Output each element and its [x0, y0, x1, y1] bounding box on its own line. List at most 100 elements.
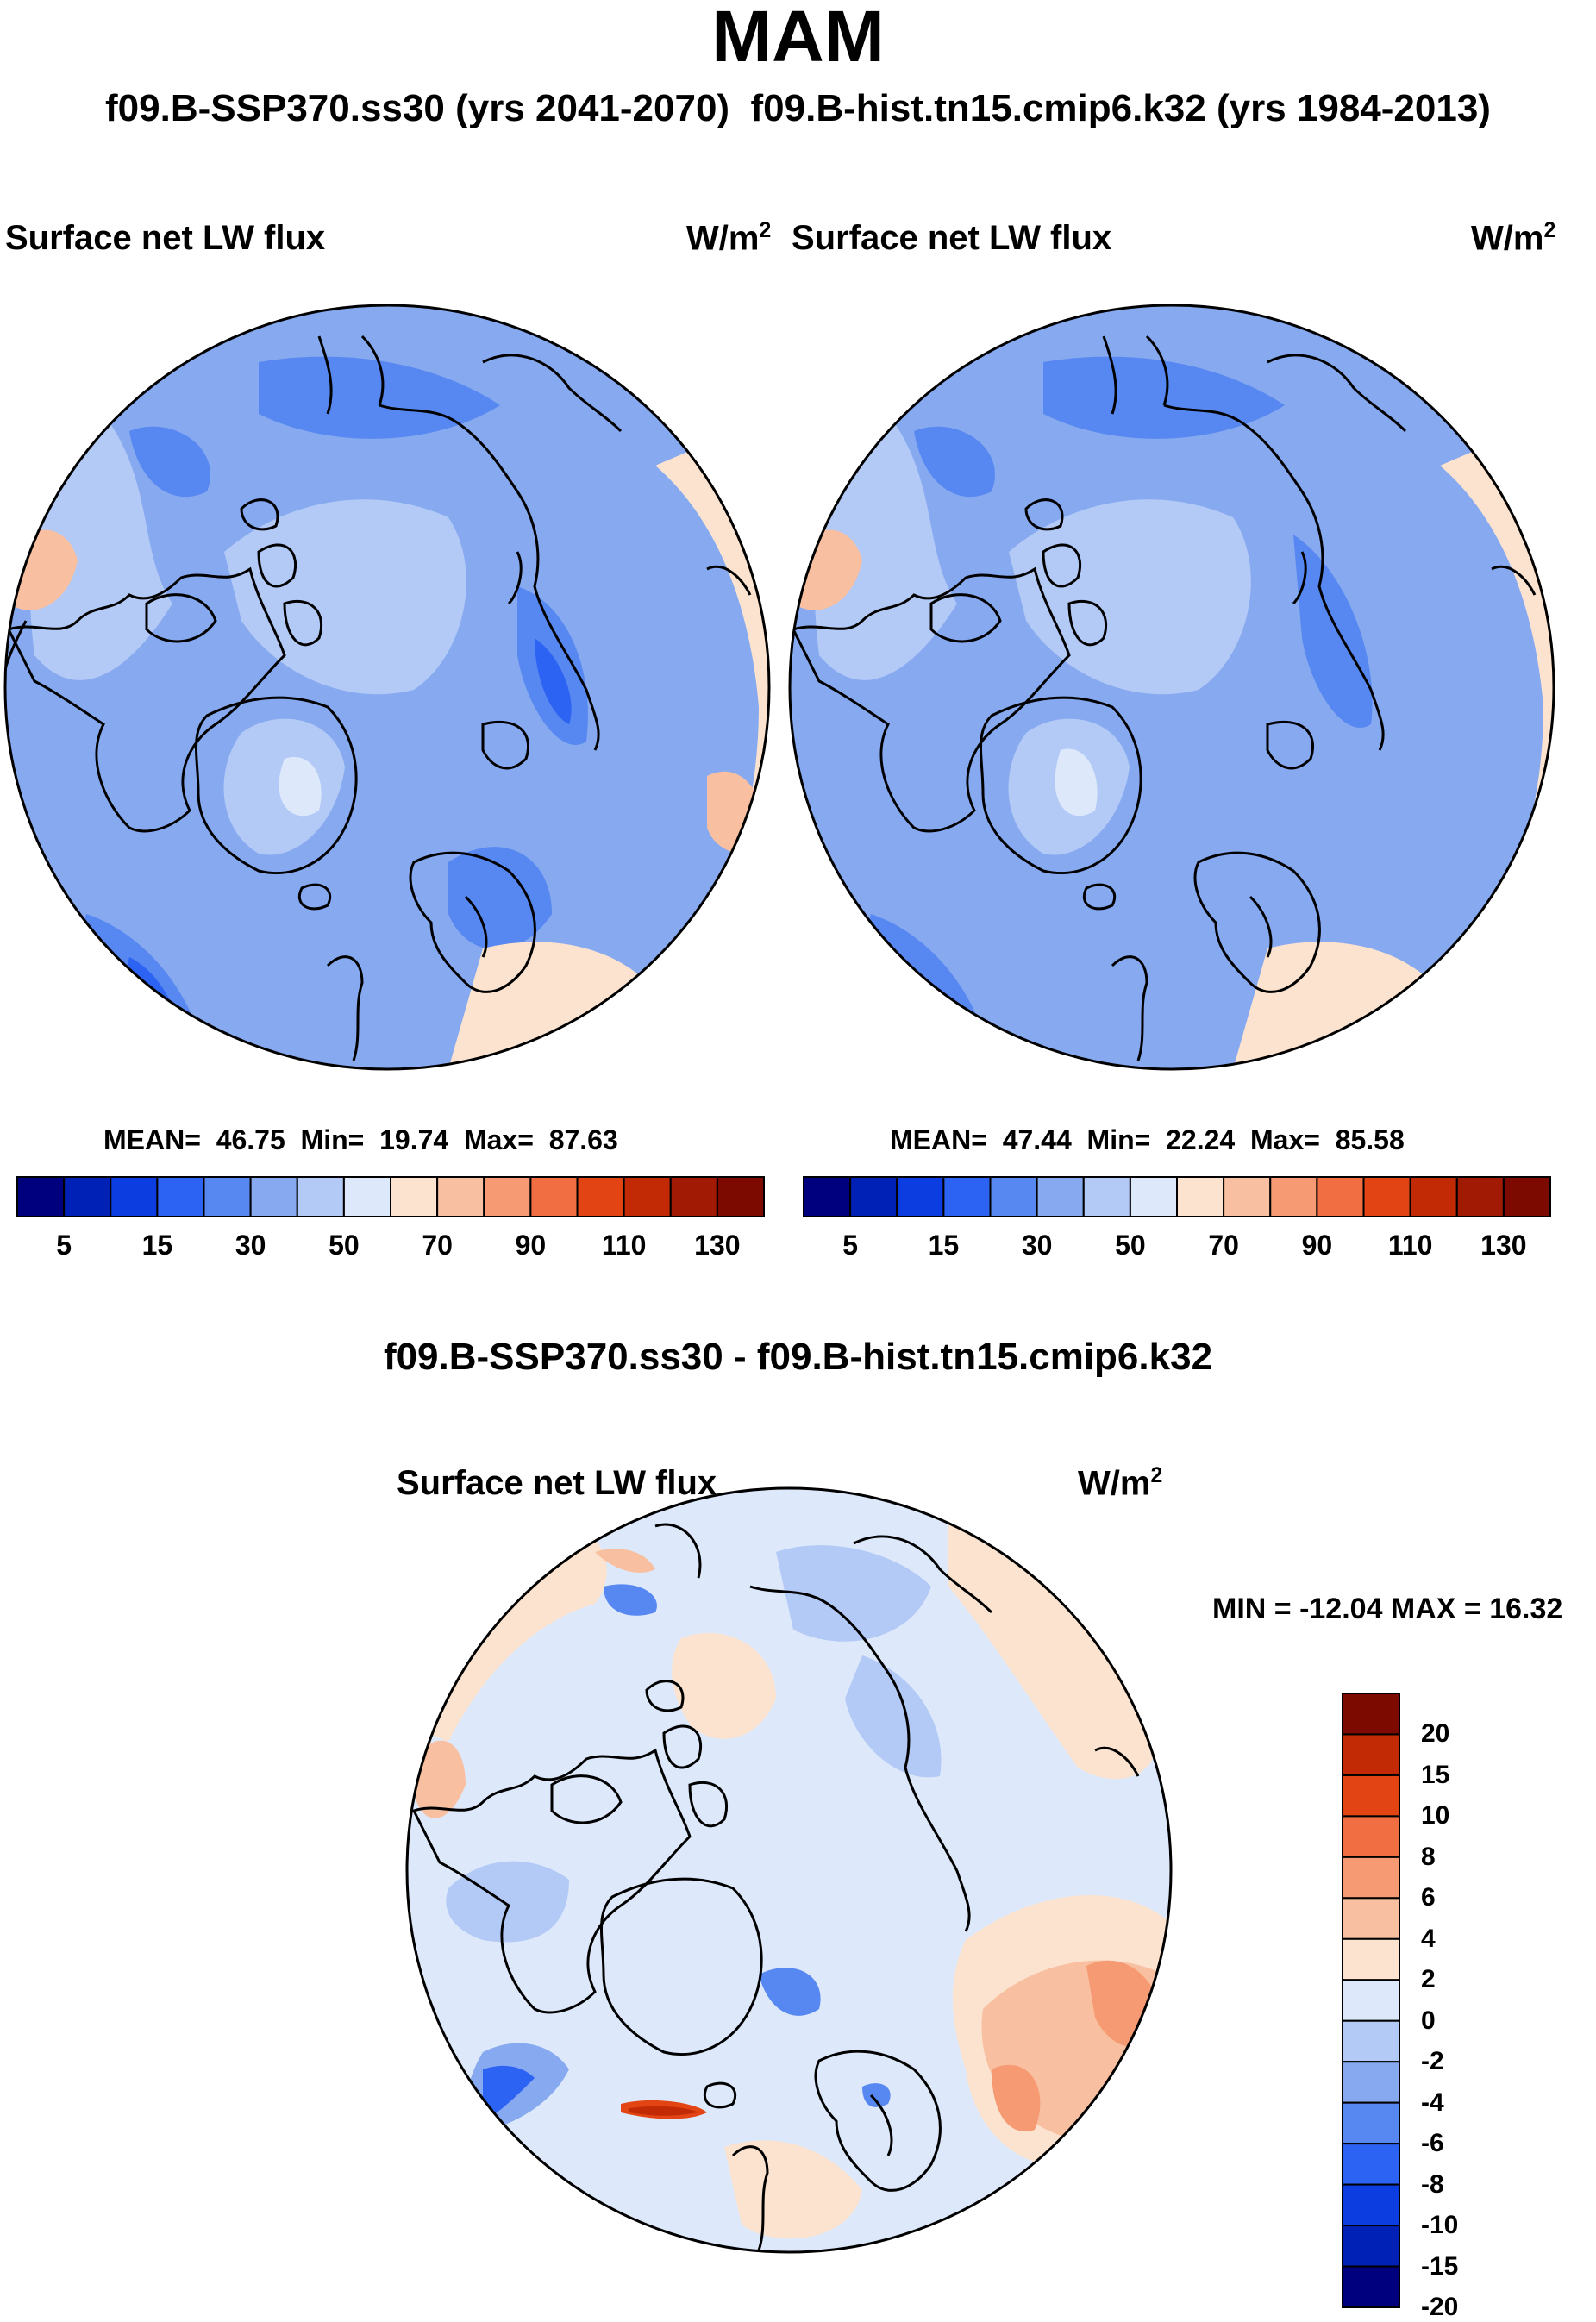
panel1-mean: 46.75: [216, 1124, 285, 1155]
diff-colorbar-swatch: [1342, 1733, 1400, 1776]
panel2-colorbar-swatch: [896, 1176, 945, 1217]
diff-map-border: [405, 1486, 1173, 2254]
diff-units-base: W/m: [1078, 1464, 1151, 1503]
panel2-colorbar-swatch: [1036, 1176, 1085, 1217]
panel1-max-label: Max=: [463, 1124, 534, 1155]
panel1-colorbar-swatch: [203, 1176, 252, 1217]
panel2-mean-label: MEAN=: [890, 1124, 987, 1155]
diff-colorbar-tick-label: 4: [1421, 1924, 1436, 1953]
panel1-colorbar-swatch: [110, 1176, 159, 1217]
diff-colorbar-swatch: [1342, 1897, 1400, 1940]
panel2-min: 22.24: [1166, 1124, 1236, 1155]
panel1-min-label: Min=: [300, 1124, 365, 1155]
diff-title: f09.B-SSP370.ss30 - f09.B-hist.tn15.cmip…: [383, 1336, 1213, 1378]
diff-coastlines: [411, 1523, 1140, 2251]
panel2-units-exp: 2: [1543, 219, 1556, 242]
panel2-map-border: [788, 304, 1555, 1071]
panel2-colorbar-swatch: [1362, 1176, 1411, 1217]
panel1-colorbar-tick-label: 5: [56, 1230, 72, 1261]
diff-colorbar-tick-label: 8: [1421, 1842, 1436, 1871]
panel2-colorbar-tick-label: 50: [1115, 1230, 1146, 1261]
diff-colorbar-swatch: [1342, 1693, 1400, 1736]
diff-colorbar-swatch: [1342, 1856, 1400, 1900]
panel1-mean-label: MEAN=: [103, 1124, 201, 1155]
panel1-colorbar-tick-label: 70: [422, 1230, 453, 1261]
panel2-colorbar-tick-label: 110: [1387, 1230, 1433, 1261]
diff-colorbar-tick-label: -4: [1421, 2087, 1444, 2117]
panel2-colorbar-swatch: [1269, 1176, 1318, 1217]
panel2-colorbar-ticks: 5 15 30 50 70 90 110 130: [802, 1230, 1552, 1264]
diff-colorbar-swatch: [1342, 2143, 1400, 2186]
panel2-colorbar-swatch: [1176, 1176, 1225, 1217]
diff-colorbar-swatch: [1342, 2061, 1400, 2104]
diff-colorbar-swatch: [1342, 1937, 1400, 1981]
panel2-min-label: Min=: [1086, 1124, 1151, 1155]
panel1-colorbar-swatch: [529, 1176, 579, 1217]
diff-contour-fill: [407, 1488, 1171, 2252]
case-subtitle: f09.B-SSP370.ss30 (yrs 2041-2070) f09.B-…: [0, 86, 1596, 131]
diff-colorbar-swatch: [1342, 1774, 1400, 1818]
panel2-variable: Surface net LW flux: [792, 219, 1112, 257]
panel2-coastlines: [791, 335, 1537, 1061]
panel1-units-exp: 2: [759, 219, 772, 242]
panel2-colorbar-swatch: [1223, 1176, 1272, 1217]
panel2-colorbar-swatch: [1409, 1176, 1458, 1217]
panel1-colorbar-tick-label: 130: [694, 1230, 741, 1261]
panel2-colorbar-swatch: [1082, 1176, 1131, 1217]
panel1-colorbar-swatch: [576, 1176, 625, 1217]
panel2-colorbar-tick-label: 130: [1480, 1230, 1527, 1261]
diff-colorbar-tick-label: -15: [1421, 2251, 1459, 2281]
diff-colorbar-tick-label: 6: [1421, 1883, 1436, 1912]
diff-colorbar-swatch: [1342, 2101, 1400, 2145]
diff-colorbar-tick-label: -8: [1421, 2169, 1444, 2199]
panel2-colorbar-swatch: [1316, 1176, 1365, 1217]
panel2-colorbar-swatch: [989, 1176, 1038, 1217]
panel2-colorbar-swatch: [849, 1176, 898, 1217]
diff-colorbar-tick-label: 15: [1421, 1760, 1450, 1789]
diff-colorbar-tick-label: -10: [1421, 2211, 1459, 2240]
panel2-colorbar-swatch: [942, 1176, 992, 1217]
panel2-colorbar-tick-label: 5: [842, 1230, 859, 1261]
panel1-colorbar-tick-label: 110: [601, 1230, 647, 1261]
diff-colorbar-swatch: [1342, 2225, 1400, 2268]
diff-stats: MIN = -12.04 MAX = 16.32: [1212, 1593, 1563, 1625]
panel1-colorbar-swatch: [156, 1176, 205, 1217]
panel2-colorbar: [803, 1176, 1551, 1217]
diff-colorbar-swatch: [1342, 2183, 1400, 2227]
panel1-colorbar-tick-label: 50: [329, 1230, 360, 1261]
panel2-colorbar-tick-label: 15: [928, 1230, 960, 1261]
diff-colorbar-tick-label: 0: [1421, 2006, 1436, 2035]
diff-variable: Surface net LW flux: [397, 1464, 717, 1502]
panel2-colorbar-tick-label: 70: [1208, 1230, 1239, 1261]
season-title: MAM: [711, 0, 885, 77]
diff-colorbar-tick-label: 10: [1421, 1801, 1450, 1831]
panel2-colorbar-tick-label: 90: [1301, 1230, 1333, 1261]
panel1-colorbar-swatch: [669, 1176, 718, 1217]
panel2-stats: MEAN= 47.44 Min= 22.24 Max= 85.58: [890, 1123, 1405, 1157]
diff-colorbar-swatch: [1342, 2019, 1400, 2063]
panel2-mean: 47.44: [1002, 1124, 1072, 1155]
panel1-stats: MEAN= 46.75 Min= 19.74 Max= 87.63: [103, 1123, 618, 1157]
panel1-colorbar-swatch: [296, 1176, 345, 1217]
diff-colorbar-tick-label: -6: [1421, 2129, 1444, 2158]
diff-colorbar-tick-label: 2: [1421, 1965, 1436, 1994]
panel2-colorbar-swatch: [1455, 1176, 1505, 1217]
panel1-colorbar: [16, 1176, 765, 1217]
diff-colorbar-tick-label: 20: [1421, 1719, 1450, 1749]
panel2-max: 85.58: [1335, 1124, 1405, 1155]
panel2-colorbar-swatch: [803, 1176, 852, 1217]
panel1-units: W/m2: [686, 210, 771, 259]
panel1-map-border: [3, 304, 771, 1071]
diff-colorbar-ticks: 20 15 10 8 6 4 2 0 -2 -4 -6 -8 -10 -15 -20: [1421, 1692, 1524, 2321]
panel1-colorbar-tick-label: 15: [141, 1230, 173, 1261]
panel1-colorbar-swatch: [249, 1176, 298, 1217]
panel1-colorbar-swatch: [342, 1176, 391, 1217]
panel2-max-label: Max=: [1249, 1124, 1320, 1155]
panel1-variable: Surface net LW flux: [5, 219, 326, 257]
diff-colorbar-swatch: [1342, 1815, 1400, 1858]
panel1-colorbar-swatch: [716, 1176, 765, 1217]
panel1-colorbar-swatch: [483, 1176, 532, 1217]
panel1-coastlines: [5, 335, 752, 1061]
diff-colorbar-tick-label: -2: [1421, 2047, 1444, 2076]
